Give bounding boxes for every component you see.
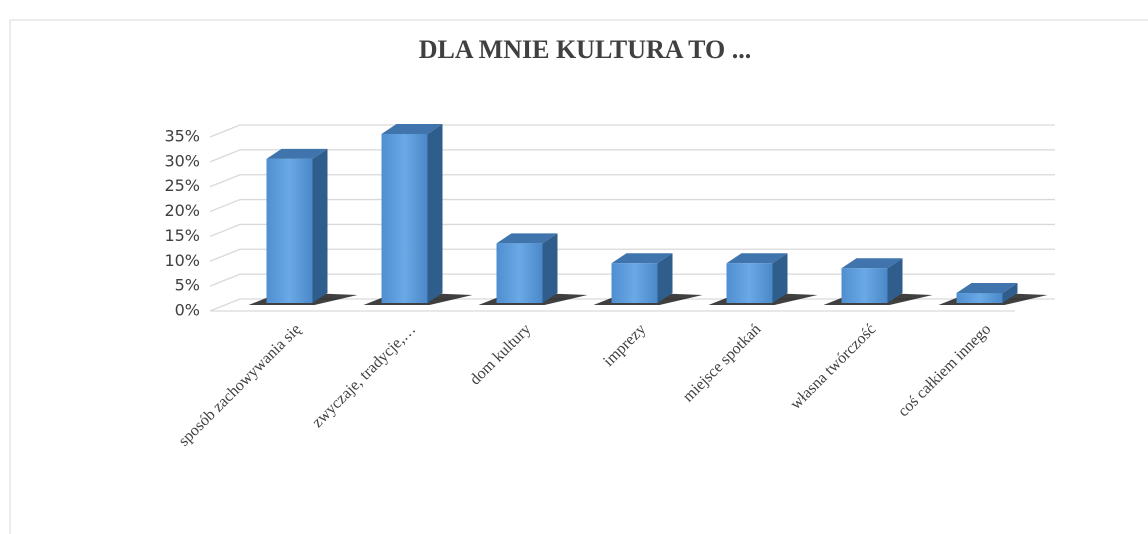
x-tick-label: zwyczaje, tradycje,… [309, 321, 419, 431]
x-tick-label: własna twórczość [787, 321, 879, 413]
x-tick-label: sposób zachowywania się [175, 321, 304, 450]
x-tick-label: dom kultury [467, 321, 535, 389]
bar-top [381, 123, 443, 134]
bar-top [841, 258, 903, 269]
bar-top [611, 253, 673, 264]
bar [708, 253, 818, 305]
chart-title: DLA MNIE KULTURA TO ... [419, 35, 752, 64]
chart-frame [9, 19, 1148, 534]
bar-side [887, 258, 903, 303]
bar [823, 258, 933, 305]
bar [248, 148, 358, 305]
bar-front [726, 263, 773, 303]
grid-line [209, 149, 1055, 163]
bar [363, 123, 473, 305]
bar-top [266, 148, 328, 159]
x-tick-label: imprezy [600, 321, 649, 370]
x-tick-label: coś całkiem innego [895, 321, 994, 420]
bar [593, 253, 703, 305]
bar-front [266, 158, 313, 303]
bar-top [496, 233, 558, 244]
y-tick-label: 10% [164, 251, 200, 270]
y-tick-label: 20% [164, 201, 200, 220]
bar-side [657, 253, 673, 303]
y-tick-label: 35% [164, 127, 200, 146]
grid-line [209, 174, 1055, 188]
bar-front [956, 293, 1003, 303]
bar-front [611, 263, 658, 303]
grid-line [209, 124, 1055, 138]
grid-line [209, 198, 1055, 213]
bar [478, 233, 588, 305]
grid-line [209, 223, 1055, 238]
bar-side [542, 233, 558, 303]
grid-line [209, 248, 1055, 262]
bar-side [312, 148, 328, 303]
bar-front [496, 243, 543, 303]
bar-side [1002, 283, 1018, 303]
y-tick-label: 15% [164, 226, 200, 245]
bar-side [427, 123, 443, 303]
y-tick-label: 0% [175, 301, 200, 320]
bar-front [381, 133, 428, 303]
bar-top [726, 253, 788, 264]
bar-side [772, 253, 788, 303]
bar [938, 283, 1048, 305]
y-tick-label: 5% [175, 276, 200, 295]
x-tick-label: miejsce spotkań [680, 321, 765, 406]
bar-front [841, 268, 888, 303]
bar-top [956, 283, 1018, 294]
y-tick-label: 25% [164, 176, 200, 195]
y-tick-label: 30% [164, 151, 200, 170]
